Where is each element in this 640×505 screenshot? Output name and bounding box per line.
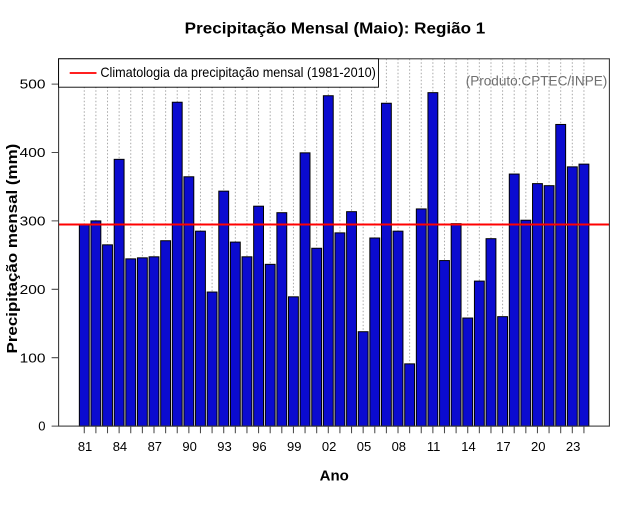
svg-text:Precipitação mensal (mm): Precipitação mensal (mm) xyxy=(4,144,21,354)
svg-text:500: 500 xyxy=(20,77,46,92)
svg-text:300: 300 xyxy=(20,214,46,229)
svg-text:96: 96 xyxy=(252,439,266,454)
svg-text:400: 400 xyxy=(20,145,46,160)
svg-text:Climatologia da precipitação m: Climatologia da precipitação mensal (198… xyxy=(100,65,376,80)
svg-text:99: 99 xyxy=(287,439,301,454)
svg-text:05: 05 xyxy=(357,439,371,454)
svg-text:17: 17 xyxy=(496,439,510,454)
svg-text:14: 14 xyxy=(461,439,475,454)
svg-text:20: 20 xyxy=(531,439,545,454)
svg-text:90: 90 xyxy=(182,439,196,454)
svg-text:93: 93 xyxy=(217,439,231,454)
svg-text:02: 02 xyxy=(322,439,336,454)
svg-text:23: 23 xyxy=(566,439,580,454)
svg-text:100: 100 xyxy=(20,350,46,365)
svg-text:11: 11 xyxy=(427,439,441,454)
svg-text:0: 0 xyxy=(38,419,45,434)
svg-text:08: 08 xyxy=(392,439,406,454)
svg-text:(Produto:CPTEC/INPE): (Produto:CPTEC/INPE) xyxy=(466,72,608,88)
svg-text:Precipitação Mensal (Maio): Re: Precipitação Mensal (Maio): Região 1 xyxy=(185,21,486,38)
svg-text:87: 87 xyxy=(148,439,162,454)
svg-text:84: 84 xyxy=(113,439,127,454)
svg-text:81: 81 xyxy=(78,439,92,454)
svg-text:Ano: Ano xyxy=(320,468,349,485)
svg-text:200: 200 xyxy=(20,282,46,297)
